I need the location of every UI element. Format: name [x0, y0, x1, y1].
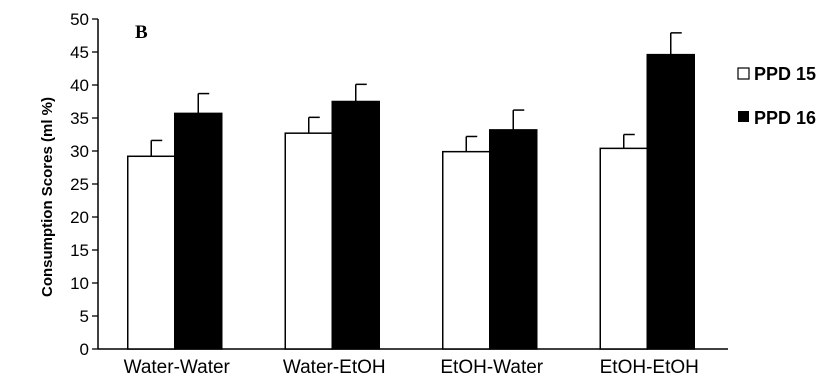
y-tick-label: 0: [80, 340, 89, 359]
bar-ppd-16-0: [174, 112, 223, 350]
x-tick-label: EtOH-Water: [440, 357, 543, 378]
bar-ppd-16-3: [646, 53, 695, 350]
y-tick-label: 25: [70, 175, 89, 194]
bar-ppd-15-0: [127, 155, 176, 350]
legend: PPD 15 PPD 16: [737, 64, 816, 128]
bar-ppd-16-1: [331, 100, 380, 350]
y-ticks: 0 5 10 15 20 25 30 35 40 45 50: [70, 10, 98, 359]
x-tick-label: Water-EtOH: [283, 357, 386, 378]
bar-ppd-16-2: [489, 129, 538, 350]
panel-label: B: [135, 22, 148, 43]
y-tick-label: 50: [70, 10, 89, 29]
y-tick-label: 45: [70, 43, 89, 62]
bars: [127, 32, 695, 350]
x-tick-label: Water-Water: [124, 357, 231, 378]
legend-swatch-ppd16: [738, 111, 749, 122]
x-tick-label: EtOH-EtOH: [600, 357, 699, 378]
y-tick-label: 40: [70, 76, 89, 95]
bar-ppd-15-2: [442, 150, 491, 350]
bar-ppd-15-1: [284, 132, 333, 350]
y-tick-label: 15: [70, 241, 89, 260]
bar-ppd-15-3: [599, 147, 648, 350]
legend-swatch-ppd15: [737, 67, 750, 80]
y-axis-label: Consumption Scores (ml %): [39, 97, 56, 297]
legend-label-ppd15: PPD 15: [754, 64, 816, 84]
y-tick-label: 35: [70, 109, 89, 128]
y-tick-label: 5: [80, 307, 89, 326]
y-tick-label: 30: [70, 142, 89, 161]
y-tick-label: 20: [70, 208, 89, 227]
legend-label-ppd16: PPD 16: [754, 108, 816, 128]
y-tick-label: 10: [70, 274, 89, 293]
x-tick-labels: Water-Water Water-EtOH EtOH-Water EtOH-EtOH: [124, 357, 699, 378]
